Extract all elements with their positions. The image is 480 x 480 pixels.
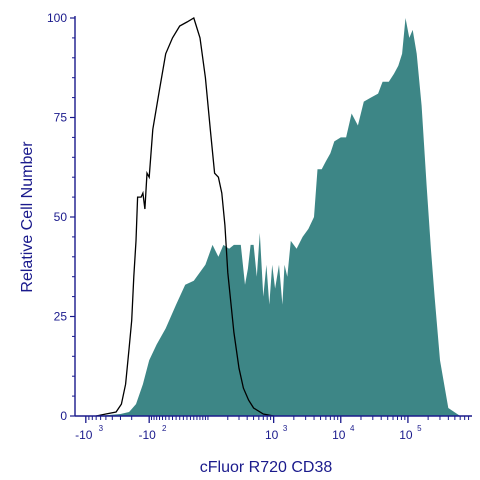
y-tick-label: 100 xyxy=(47,11,67,25)
x-tick-label: 10 xyxy=(332,428,346,442)
x-tick-label: 10 xyxy=(399,428,413,442)
y-tick-label: 50 xyxy=(54,210,68,224)
x-tick-exponent: 4 xyxy=(350,424,355,433)
stained-histogram-area xyxy=(96,18,461,416)
x-tick-label: -10 xyxy=(139,428,157,442)
axes: 0 25 50 75 100 -10 3 -10 2 10 3 10 4 10 5 xyxy=(47,11,472,442)
x-tick-label: 10 xyxy=(265,428,279,442)
x-axis-title: cFluor R720 CD38 xyxy=(200,459,333,476)
x-tick-exponent: 3 xyxy=(99,424,104,433)
control-histogram-line xyxy=(96,17,274,417)
plot-area xyxy=(96,17,461,417)
y-tick-label: 25 xyxy=(54,310,68,324)
x-tick-exponent: 5 xyxy=(417,424,422,433)
x-tick-exponent: 2 xyxy=(162,424,167,433)
y-tick-label: 0 xyxy=(60,409,67,423)
y-axis-title: Relative Cell Number xyxy=(19,141,36,293)
x-tick-exponent: 3 xyxy=(283,424,288,433)
x-tick-label: -10 xyxy=(75,428,93,442)
y-tick-label: 75 xyxy=(54,111,68,125)
